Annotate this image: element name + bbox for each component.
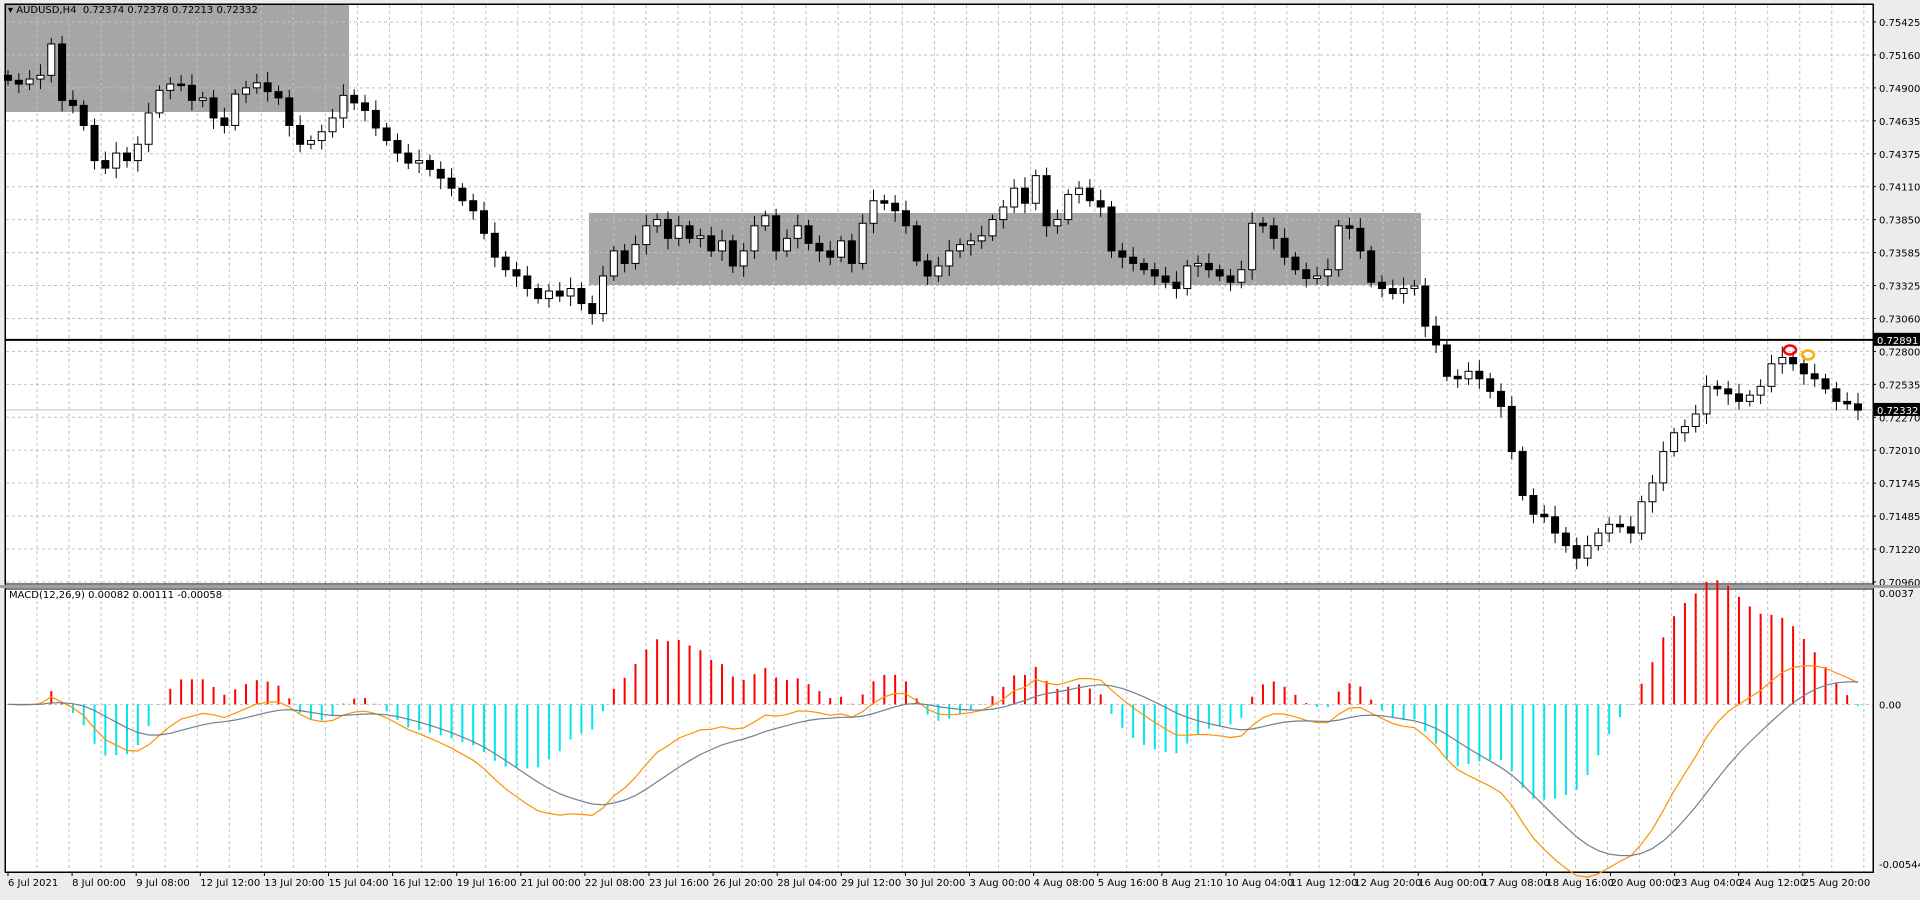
time-axis-label: 26 Jul 20:00 xyxy=(713,878,773,889)
chart-title: ▾ AUDUSD,H4 0.72374 0.72378 0.72213 0.72… xyxy=(8,5,258,16)
time-axis-label: 3 Aug 00:00 xyxy=(970,878,1031,889)
time-axis-label: 13 Jul 20:00 xyxy=(264,878,324,889)
time-axis-label: 30 Jul 20:00 xyxy=(905,878,965,889)
time-axis-label: 23 Aug 04:00 xyxy=(1675,878,1742,889)
price-axis-label: 0.73325 xyxy=(1879,282,1920,293)
price-axis-label: 0.70960 xyxy=(1879,578,1920,589)
time-axis-label: 29 Jul 12:00 xyxy=(841,878,901,889)
time-axis-label: 4 Aug 08:00 xyxy=(1034,878,1095,889)
time-axis-label: 15 Jul 04:00 xyxy=(329,878,389,889)
time-axis-label: 16 Jul 12:00 xyxy=(393,878,453,889)
price-axis-label: 0.75160 xyxy=(1879,51,1920,62)
price-axis-label: 0.73850 xyxy=(1879,216,1920,227)
yellow-circle-marker xyxy=(1800,349,1816,361)
time-axis-label: 8 Aug 21:10 xyxy=(1162,878,1223,889)
symbol-label: AUDUSD,H4 xyxy=(16,5,77,16)
time-axis-label: 23 Jul 16:00 xyxy=(649,878,709,889)
ohlc-label: 0.72374 0.72378 0.72213 0.72332 xyxy=(82,5,258,16)
time-axis-label: 22 Jul 08:00 xyxy=(585,878,645,889)
time-axis-label: 18 Aug 16:00 xyxy=(1546,878,1613,889)
price-axis-label: 0.72800 xyxy=(1879,347,1920,358)
time-axis-label: 19 Jul 16:00 xyxy=(457,878,517,889)
macd-indicator-label: MACD(12,26,9) 0.00082 0.00111 -0.00058 xyxy=(9,590,223,601)
macd-axis-label: 0.0037 xyxy=(1879,589,1914,600)
time-axis-label: 28 Jul 04:00 xyxy=(777,878,837,889)
signal-line xyxy=(7,681,1859,857)
price-axis-label: 0.71485 xyxy=(1879,512,1920,523)
price-axis-label: 0.74635 xyxy=(1879,117,1920,128)
time-axis-label: 10 Aug 04:00 xyxy=(1226,878,1293,889)
time-axis-label: 12 Aug 20:00 xyxy=(1354,878,1421,889)
macd-line xyxy=(7,665,1859,878)
price-axis-label: 0.72010 xyxy=(1879,446,1920,457)
price-chart[interactable] xyxy=(5,4,1874,873)
price-axis-label: 0.71745 xyxy=(1879,479,1920,490)
price-axis-label: 0.72270 xyxy=(1879,413,1920,424)
price-axis-label: 0.74900 xyxy=(1879,84,1920,95)
macd-histogram xyxy=(17,580,1859,800)
time-axis-label: 20 Aug 00:00 xyxy=(1611,878,1678,889)
svg-text:0.72332: 0.72332 xyxy=(1877,406,1918,417)
price-axis-label: 0.73585 xyxy=(1879,249,1920,260)
macd-axis-label: 0.00 xyxy=(1879,700,1901,711)
candles xyxy=(4,35,1862,570)
level-price-tag xyxy=(1874,332,1920,346)
time-axis-label: 16 Aug 00:00 xyxy=(1418,878,1485,889)
early-range-zone[interactable] xyxy=(6,5,349,112)
time-axis-label: 6 Jul 2021 xyxy=(8,878,58,889)
red-circle-marker xyxy=(1782,344,1798,356)
price-axis-label: 0.74110 xyxy=(1879,183,1920,194)
time-axis-label: 12 Jul 12:00 xyxy=(200,878,260,889)
time-axis-label: 11 Aug 12:00 xyxy=(1290,878,1357,889)
price-axis-label: 0.73060 xyxy=(1879,314,1920,325)
time-axis-label: 25 Aug 20:00 xyxy=(1803,878,1870,889)
time-axis-label: 21 Jul 00:00 xyxy=(521,878,581,889)
time-axis-label: 5 Aug 16:00 xyxy=(1098,878,1159,889)
svg-text:0.72891: 0.72891 xyxy=(1877,336,1918,347)
time-axis-label: 9 Jul 08:00 xyxy=(136,878,190,889)
time-axis-label: 24 Aug 12:00 xyxy=(1739,878,1806,889)
time-axis-label: 17 Aug 08:00 xyxy=(1482,878,1549,889)
price-axis-label: 0.71220 xyxy=(1879,545,1920,556)
price-axis-label: 0.75425 xyxy=(1879,18,1920,29)
bid-price-tag xyxy=(1874,402,1920,416)
macd-axis-label: -0.00544 xyxy=(1879,860,1920,871)
triangle-down-icon[interactable]: ▾ xyxy=(8,5,17,16)
price-axis-label: 0.74375 xyxy=(1879,150,1920,161)
time-axis-label: 8 Jul 00:00 xyxy=(72,878,126,889)
grid xyxy=(6,5,1873,872)
price-axis-label: 0.72535 xyxy=(1879,380,1920,391)
